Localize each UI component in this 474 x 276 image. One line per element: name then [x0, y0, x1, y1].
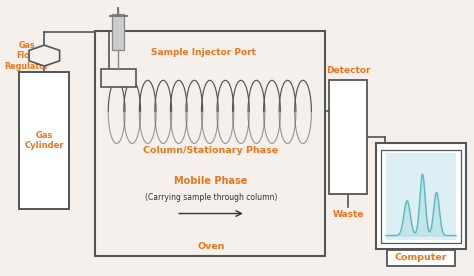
- Text: Computer: Computer: [395, 253, 447, 262]
- FancyBboxPatch shape: [329, 80, 367, 194]
- Text: Waste: Waste: [333, 210, 364, 219]
- FancyBboxPatch shape: [386, 153, 456, 240]
- Text: Mobile Phase: Mobile Phase: [174, 176, 248, 185]
- Text: Gas
Cylinder: Gas Cylinder: [25, 131, 64, 150]
- FancyBboxPatch shape: [112, 14, 124, 50]
- Text: Detector: Detector: [326, 66, 371, 75]
- Text: Column/Stationary Phase: Column/Stationary Phase: [144, 146, 279, 155]
- FancyBboxPatch shape: [101, 69, 136, 87]
- FancyBboxPatch shape: [387, 250, 455, 266]
- FancyBboxPatch shape: [376, 144, 466, 249]
- Text: Oven: Oven: [197, 242, 225, 251]
- FancyBboxPatch shape: [19, 72, 69, 209]
- Text: Gas
Flow
Regulator: Gas Flow Regulator: [4, 41, 49, 70]
- Text: (Carrying sample through column): (Carrying sample through column): [145, 193, 277, 201]
- Text: Sample Injector Port: Sample Injector Port: [151, 48, 255, 57]
- FancyBboxPatch shape: [382, 150, 461, 243]
